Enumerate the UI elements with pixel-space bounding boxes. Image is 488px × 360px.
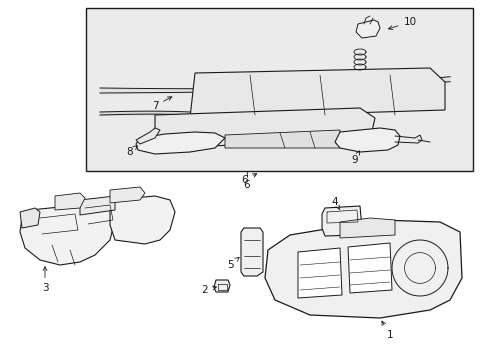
Polygon shape <box>264 220 461 318</box>
Polygon shape <box>347 243 391 293</box>
Polygon shape <box>136 128 160 144</box>
Text: 5: 5 <box>226 257 239 270</box>
Text: 10: 10 <box>388 17 416 30</box>
Polygon shape <box>55 193 85 210</box>
Text: 1: 1 <box>381 321 392 340</box>
Text: 2: 2 <box>201 285 216 295</box>
Polygon shape <box>190 68 444 118</box>
Polygon shape <box>20 205 115 265</box>
Polygon shape <box>136 132 224 154</box>
Polygon shape <box>214 280 229 292</box>
Text: 3: 3 <box>41 267 48 293</box>
Polygon shape <box>321 206 361 236</box>
Polygon shape <box>355 20 379 38</box>
Polygon shape <box>339 218 394 238</box>
Polygon shape <box>241 228 263 276</box>
Bar <box>86 8 472 171</box>
Polygon shape <box>20 208 40 228</box>
Text: 8: 8 <box>126 145 137 157</box>
Text: 9: 9 <box>351 151 359 165</box>
Polygon shape <box>80 196 115 215</box>
Polygon shape <box>334 128 399 152</box>
Polygon shape <box>110 187 145 203</box>
Text: 4: 4 <box>331 197 339 210</box>
Text: 7: 7 <box>151 97 171 111</box>
Polygon shape <box>110 196 175 244</box>
Polygon shape <box>297 248 341 298</box>
Polygon shape <box>155 108 374 148</box>
Polygon shape <box>224 130 339 148</box>
Text: 6: 6 <box>241 174 256 185</box>
Text: 6: 6 <box>243 180 250 190</box>
